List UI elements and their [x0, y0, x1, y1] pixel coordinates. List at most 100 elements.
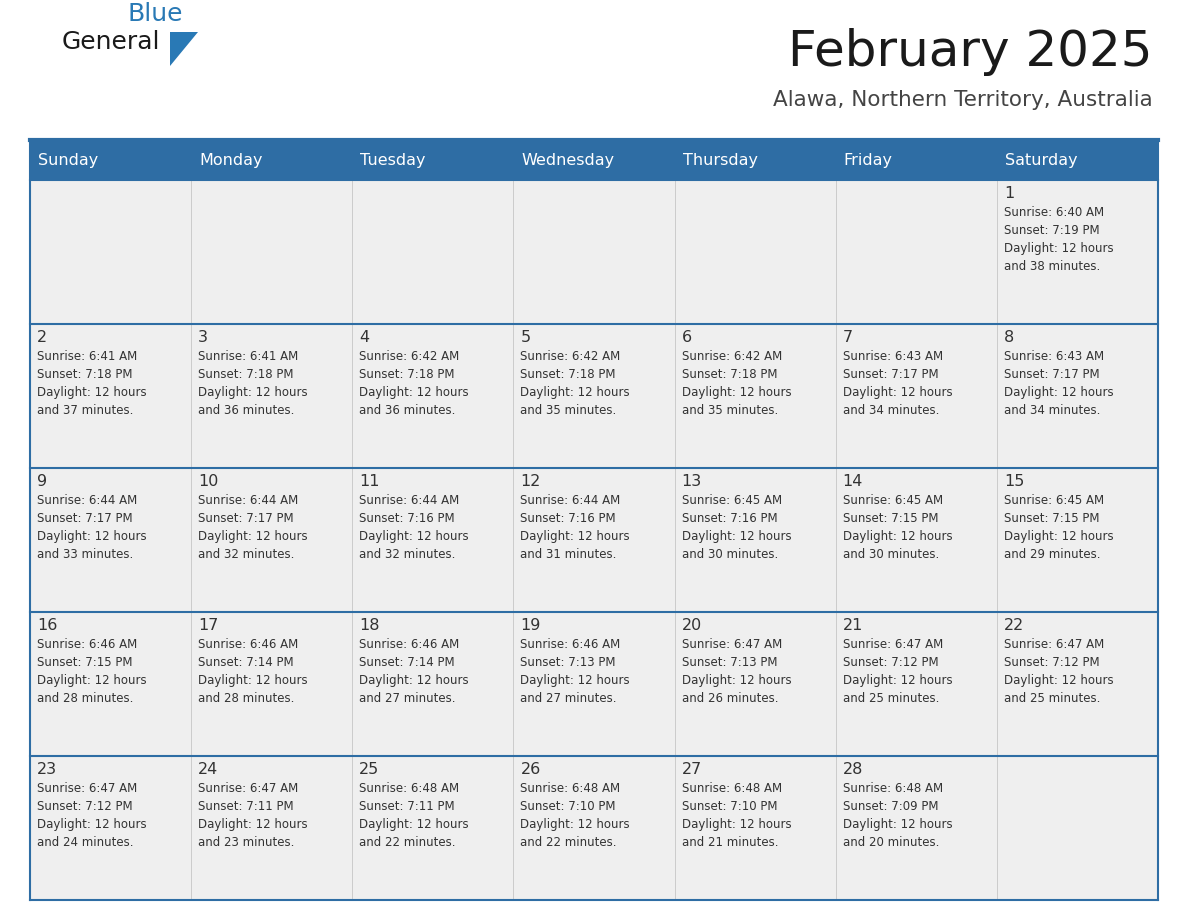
Text: 27: 27 [682, 762, 702, 777]
Text: Sunrise: 6:46 AM
Sunset: 7:13 PM
Daylight: 12 hours
and 27 minutes.: Sunrise: 6:46 AM Sunset: 7:13 PM Dayligh… [520, 638, 630, 705]
Text: Sunrise: 6:47 AM
Sunset: 7:13 PM
Daylight: 12 hours
and 26 minutes.: Sunrise: 6:47 AM Sunset: 7:13 PM Dayligh… [682, 638, 791, 705]
Text: Sunrise: 6:42 AM
Sunset: 7:18 PM
Daylight: 12 hours
and 35 minutes.: Sunrise: 6:42 AM Sunset: 7:18 PM Dayligh… [682, 350, 791, 417]
Text: Sunrise: 6:41 AM
Sunset: 7:18 PM
Daylight: 12 hours
and 36 minutes.: Sunrise: 6:41 AM Sunset: 7:18 PM Dayligh… [198, 350, 308, 417]
Bar [191, 180, 353, 324]
Bar [30, 756, 191, 900]
Text: February 2025: February 2025 [788, 28, 1152, 76]
Bar [675, 756, 835, 900]
Text: Sunrise: 6:45 AM
Sunset: 7:16 PM
Daylight: 12 hours
and 30 minutes.: Sunrise: 6:45 AM Sunset: 7:16 PM Dayligh… [682, 494, 791, 561]
Text: Wednesday: Wednesday [522, 153, 614, 169]
Bar [835, 612, 997, 756]
Bar [675, 612, 835, 756]
Text: Sunday: Sunday [38, 153, 99, 169]
Bar [675, 468, 835, 612]
Text: Sunrise: 6:44 AM
Sunset: 7:17 PM
Daylight: 12 hours
and 33 minutes.: Sunrise: 6:44 AM Sunset: 7:17 PM Dayligh… [37, 494, 146, 561]
Bar [30, 612, 191, 756]
Text: 3: 3 [198, 330, 208, 345]
Text: General: General [62, 30, 160, 54]
Bar [191, 612, 353, 756]
Text: 6: 6 [682, 330, 691, 345]
Bar [191, 324, 353, 468]
Text: 23: 23 [37, 762, 57, 777]
Bar [353, 142, 513, 180]
Text: Sunrise: 6:45 AM
Sunset: 7:15 PM
Daylight: 12 hours
and 30 minutes.: Sunrise: 6:45 AM Sunset: 7:15 PM Dayligh… [842, 494, 953, 561]
Text: Friday: Friday [843, 153, 892, 169]
Bar [30, 142, 191, 180]
Text: 13: 13 [682, 474, 702, 489]
Bar [353, 324, 513, 468]
Text: 19: 19 [520, 618, 541, 633]
Bar [675, 324, 835, 468]
Text: 14: 14 [842, 474, 864, 489]
Bar [353, 180, 513, 324]
Text: Sunrise: 6:46 AM
Sunset: 7:14 PM
Daylight: 12 hours
and 28 minutes.: Sunrise: 6:46 AM Sunset: 7:14 PM Dayligh… [198, 638, 308, 705]
Text: 15: 15 [1004, 474, 1024, 489]
Text: Saturday: Saturday [1005, 153, 1078, 169]
Bar [835, 180, 997, 324]
Text: 5: 5 [520, 330, 531, 345]
Bar [997, 324, 1158, 468]
Polygon shape [170, 32, 198, 66]
Text: 16: 16 [37, 618, 57, 633]
Text: Sunrise: 6:46 AM
Sunset: 7:15 PM
Daylight: 12 hours
and 28 minutes.: Sunrise: 6:46 AM Sunset: 7:15 PM Dayligh… [37, 638, 146, 705]
Text: 2: 2 [37, 330, 48, 345]
Text: Sunrise: 6:41 AM
Sunset: 7:18 PM
Daylight: 12 hours
and 37 minutes.: Sunrise: 6:41 AM Sunset: 7:18 PM Dayligh… [37, 350, 146, 417]
Bar [191, 756, 353, 900]
Bar [675, 180, 835, 324]
Bar [997, 468, 1158, 612]
Text: 21: 21 [842, 618, 864, 633]
Bar [30, 324, 191, 468]
Bar [997, 756, 1158, 900]
Text: Sunrise: 6:40 AM
Sunset: 7:19 PM
Daylight: 12 hours
and 38 minutes.: Sunrise: 6:40 AM Sunset: 7:19 PM Dayligh… [1004, 206, 1113, 273]
Text: Tuesday: Tuesday [360, 153, 425, 169]
Bar [191, 468, 353, 612]
Bar [835, 756, 997, 900]
Text: Sunrise: 6:44 AM
Sunset: 7:16 PM
Daylight: 12 hours
and 32 minutes.: Sunrise: 6:44 AM Sunset: 7:16 PM Dayligh… [359, 494, 469, 561]
Text: Sunrise: 6:47 AM
Sunset: 7:12 PM
Daylight: 12 hours
and 24 minutes.: Sunrise: 6:47 AM Sunset: 7:12 PM Dayligh… [37, 782, 146, 849]
Text: Sunrise: 6:45 AM
Sunset: 7:15 PM
Daylight: 12 hours
and 29 minutes.: Sunrise: 6:45 AM Sunset: 7:15 PM Dayligh… [1004, 494, 1113, 561]
Text: Sunrise: 6:48 AM
Sunset: 7:11 PM
Daylight: 12 hours
and 22 minutes.: Sunrise: 6:48 AM Sunset: 7:11 PM Dayligh… [359, 782, 469, 849]
Text: Sunrise: 6:43 AM
Sunset: 7:17 PM
Daylight: 12 hours
and 34 minutes.: Sunrise: 6:43 AM Sunset: 7:17 PM Dayligh… [842, 350, 953, 417]
Bar [30, 468, 191, 612]
Text: 24: 24 [198, 762, 219, 777]
Text: 10: 10 [198, 474, 219, 489]
Text: Sunrise: 6:46 AM
Sunset: 7:14 PM
Daylight: 12 hours
and 27 minutes.: Sunrise: 6:46 AM Sunset: 7:14 PM Dayligh… [359, 638, 469, 705]
Bar [513, 612, 675, 756]
Bar [997, 142, 1158, 180]
Text: 20: 20 [682, 618, 702, 633]
Text: Alawa, Northern Territory, Australia: Alawa, Northern Territory, Australia [772, 90, 1152, 110]
Text: 1: 1 [1004, 186, 1015, 201]
Text: 8: 8 [1004, 330, 1015, 345]
Bar [997, 180, 1158, 324]
Bar [30, 180, 191, 324]
Bar [997, 612, 1158, 756]
Text: 17: 17 [198, 618, 219, 633]
Text: 26: 26 [520, 762, 541, 777]
Text: Sunrise: 6:48 AM
Sunset: 7:09 PM
Daylight: 12 hours
and 20 minutes.: Sunrise: 6:48 AM Sunset: 7:09 PM Dayligh… [842, 782, 953, 849]
Text: 11: 11 [359, 474, 380, 489]
Text: Thursday: Thursday [683, 153, 758, 169]
Bar [513, 142, 675, 180]
Text: 22: 22 [1004, 618, 1024, 633]
Text: Sunrise: 6:48 AM
Sunset: 7:10 PM
Daylight: 12 hours
and 22 minutes.: Sunrise: 6:48 AM Sunset: 7:10 PM Dayligh… [520, 782, 630, 849]
Bar [675, 142, 835, 180]
Text: 28: 28 [842, 762, 864, 777]
Bar [191, 142, 353, 180]
Bar [835, 142, 997, 180]
Text: Sunrise: 6:47 AM
Sunset: 7:12 PM
Daylight: 12 hours
and 25 minutes.: Sunrise: 6:47 AM Sunset: 7:12 PM Dayligh… [842, 638, 953, 705]
Bar [353, 612, 513, 756]
Text: Sunrise: 6:44 AM
Sunset: 7:17 PM
Daylight: 12 hours
and 32 minutes.: Sunrise: 6:44 AM Sunset: 7:17 PM Dayligh… [198, 494, 308, 561]
Bar [353, 756, 513, 900]
Text: 9: 9 [37, 474, 48, 489]
Bar [835, 324, 997, 468]
Bar [835, 468, 997, 612]
Bar [513, 756, 675, 900]
Text: Sunrise: 6:48 AM
Sunset: 7:10 PM
Daylight: 12 hours
and 21 minutes.: Sunrise: 6:48 AM Sunset: 7:10 PM Dayligh… [682, 782, 791, 849]
Text: Sunrise: 6:42 AM
Sunset: 7:18 PM
Daylight: 12 hours
and 36 minutes.: Sunrise: 6:42 AM Sunset: 7:18 PM Dayligh… [359, 350, 469, 417]
Text: Blue: Blue [127, 2, 183, 26]
Text: 25: 25 [359, 762, 379, 777]
Text: Monday: Monday [200, 153, 263, 169]
Text: Sunrise: 6:47 AM
Sunset: 7:11 PM
Daylight: 12 hours
and 23 minutes.: Sunrise: 6:47 AM Sunset: 7:11 PM Dayligh… [198, 782, 308, 849]
Text: 12: 12 [520, 474, 541, 489]
Text: Sunrise: 6:43 AM
Sunset: 7:17 PM
Daylight: 12 hours
and 34 minutes.: Sunrise: 6:43 AM Sunset: 7:17 PM Dayligh… [1004, 350, 1113, 417]
